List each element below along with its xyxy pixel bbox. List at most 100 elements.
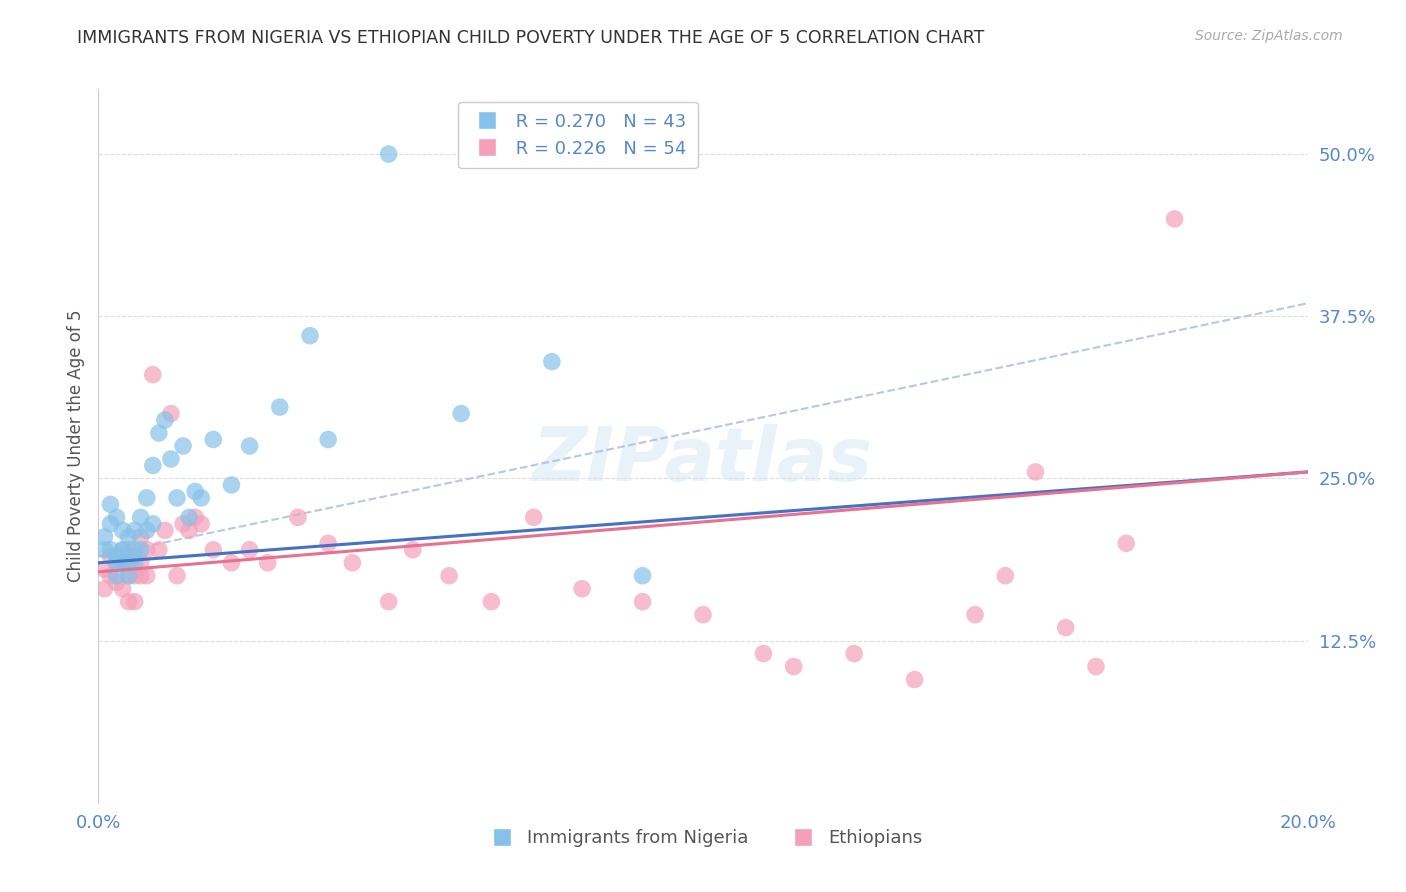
Point [93,530,115,544]
Point [1085,659,1108,673]
Point [124,524,146,538]
Point [135,568,157,582]
Point [135,542,157,557]
Point [160,452,183,467]
Point [135,491,157,505]
Point [153,413,176,427]
Point [129,510,152,524]
Point [111,556,134,570]
Point [93,582,115,596]
Point [377,595,399,609]
Point [450,407,472,421]
Point [105,568,128,582]
Point [160,407,183,421]
Point [269,400,291,414]
Point [184,510,207,524]
Point [172,516,194,531]
Point [105,510,128,524]
Text: Source: ZipAtlas.com: Source: ZipAtlas.com [1195,29,1343,44]
Point [111,542,134,557]
Text: ZIPatlas: ZIPatlas [533,424,873,497]
Point [142,516,165,531]
Point [752,647,775,661]
Point [631,568,654,582]
Legend: Immigrants from Nigeria, Ethiopians: Immigrants from Nigeria, Ethiopians [477,822,929,855]
Point [256,556,278,570]
Point [481,595,503,609]
Point [1054,621,1077,635]
Point [179,524,201,538]
Point [111,556,134,570]
Point [437,568,460,582]
Point [299,328,322,343]
Point [783,659,806,673]
Point [142,458,165,473]
Point [118,568,141,582]
Point [402,542,425,557]
Point [202,433,225,447]
Point [148,425,170,440]
Point [377,147,399,161]
Point [118,556,141,570]
Point [111,524,134,538]
Point [190,516,212,531]
Point [342,556,364,570]
Point [692,607,714,622]
Point [105,549,128,564]
Point [571,582,593,596]
Point [129,568,152,582]
Point [105,575,128,590]
Point [129,542,152,557]
Point [184,484,207,499]
Point [1115,536,1137,550]
Point [100,497,122,511]
Point [105,556,128,570]
Point [166,491,188,505]
Point [166,568,188,582]
Point [1163,211,1185,226]
Point [221,478,243,492]
Point [148,542,170,557]
Point [118,568,141,582]
Point [124,556,146,570]
Point [135,524,157,538]
Point [1024,465,1046,479]
Point [105,556,128,570]
Point [142,368,165,382]
Point [523,510,546,524]
Point [540,354,562,368]
Point [100,568,122,582]
Point [994,568,1017,582]
Point [129,530,152,544]
Point [118,542,141,557]
Point [179,510,201,524]
Point [221,556,243,570]
Point [118,595,141,609]
Point [93,542,115,557]
Point [124,595,146,609]
Point [100,542,122,557]
Point [100,516,122,531]
Point [93,562,115,576]
Point [239,542,262,557]
Point [129,556,152,570]
Point [844,647,866,661]
Point [631,595,654,609]
Point [316,536,339,550]
Point [904,673,927,687]
Point [100,549,122,564]
Point [124,549,146,564]
Point [124,568,146,582]
Point [118,530,141,544]
Point [111,582,134,596]
Point [316,433,339,447]
Point [239,439,262,453]
Point [965,607,987,622]
Y-axis label: Child Poverty Under the Age of 5: Child Poverty Under the Age of 5 [66,310,84,582]
Point [153,524,176,538]
Point [190,491,212,505]
Point [287,510,309,524]
Point [111,542,134,557]
Point [124,542,146,557]
Point [172,439,194,453]
